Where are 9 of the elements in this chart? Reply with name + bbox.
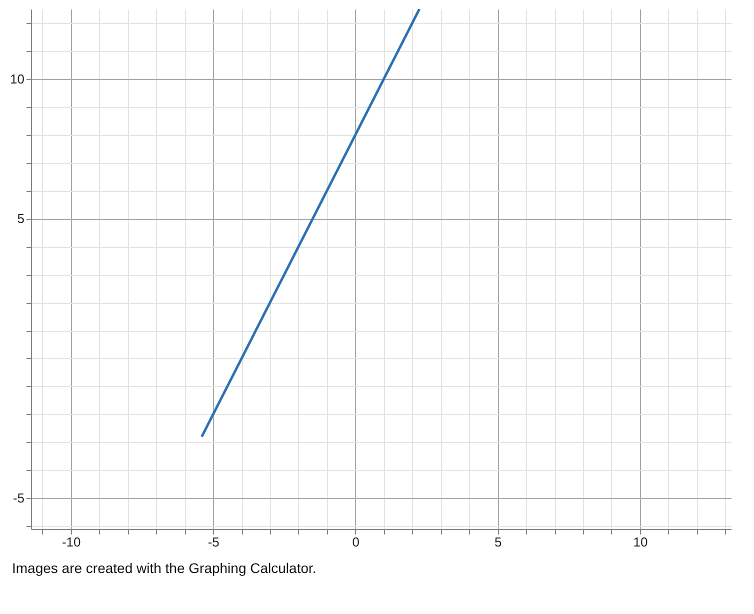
text: Images are created with the Graphing Calculator. <box>12 560 318 576</box>
x-tick-label: 5 <box>494 534 502 550</box>
x-tick-label: -5 <box>208 534 220 550</box>
y-tick-label: 10 <box>10 71 24 86</box>
y-tick-label: 5 <box>17 211 24 226</box>
x-tick-label: -10 <box>62 534 81 550</box>
y-tick-label: -5 <box>12 490 24 506</box>
x-tick-label: 0 <box>352 534 360 550</box>
x-tick-label: 10 <box>633 534 648 550</box>
